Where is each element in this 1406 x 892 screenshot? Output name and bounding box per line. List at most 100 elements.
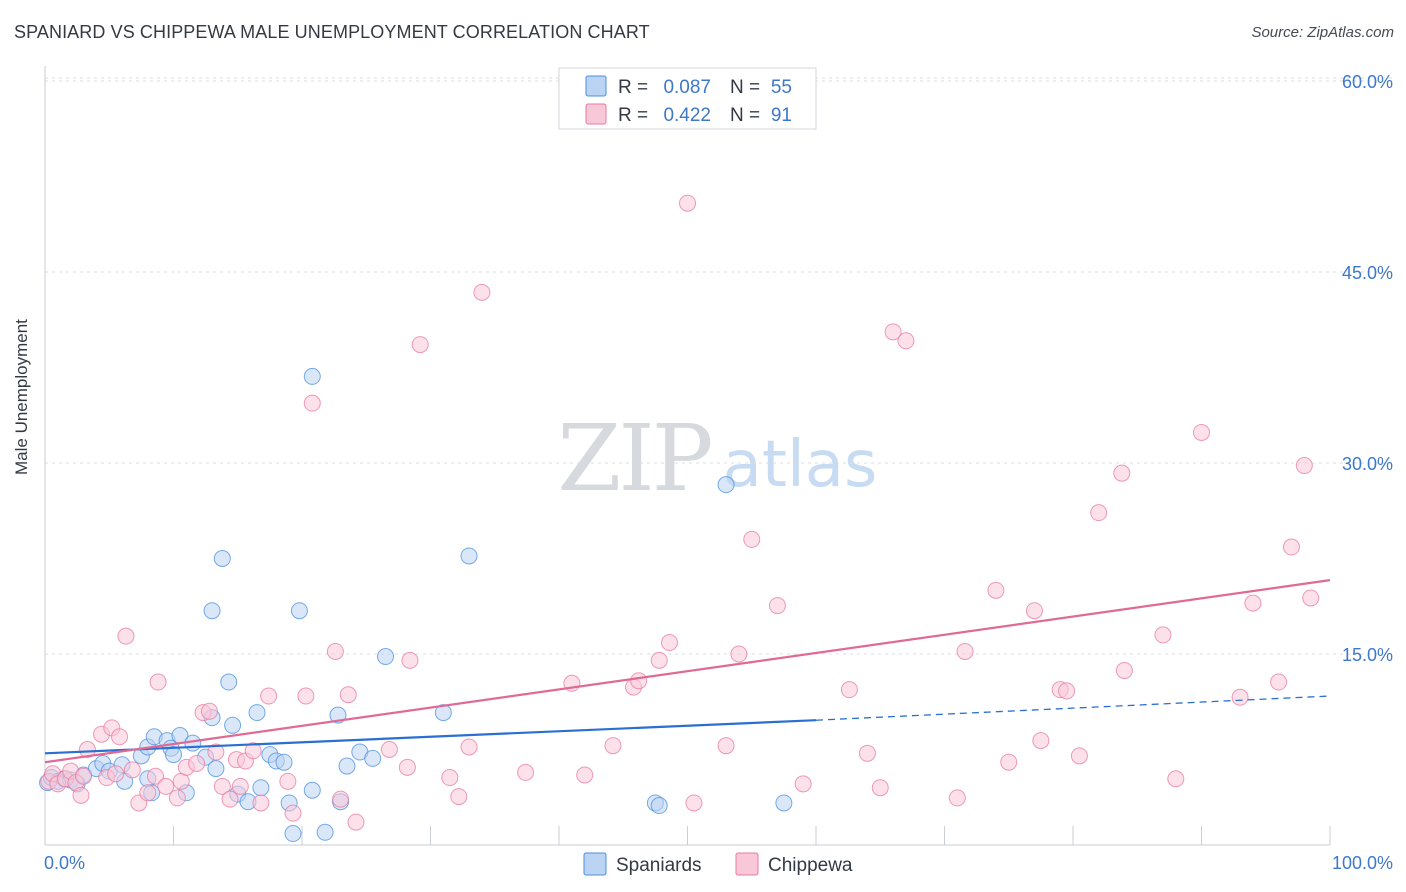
spaniards-point bbox=[224, 716, 242, 734]
chippewa-point bbox=[117, 627, 135, 645]
chippewa-point bbox=[717, 737, 735, 755]
legend-n-value: 55 bbox=[771, 77, 792, 98]
chippewa-point bbox=[1167, 770, 1185, 788]
spaniards-point bbox=[303, 367, 321, 385]
spaniards-point bbox=[220, 673, 238, 691]
watermark-atlas: atlas bbox=[723, 428, 878, 502]
chippewa-point bbox=[1115, 662, 1133, 680]
chippewa-point bbox=[956, 642, 974, 660]
x-tick-label: 100.0% bbox=[1332, 853, 1393, 873]
legend-r-label: R = bbox=[618, 77, 648, 98]
chippewa-point bbox=[743, 530, 761, 548]
legend-n-label: N = bbox=[730, 77, 760, 98]
y-tick-label: 15.0% bbox=[1342, 645, 1393, 665]
spaniards-point bbox=[203, 602, 221, 620]
chippewa-point bbox=[517, 763, 535, 781]
spaniards-point bbox=[460, 547, 478, 565]
chippewa-point bbox=[1113, 464, 1131, 482]
legend-swatch-pink bbox=[735, 852, 759, 876]
chippewa-point bbox=[260, 687, 278, 705]
chippewa-point bbox=[576, 766, 594, 784]
chippewa-point bbox=[441, 769, 459, 787]
chippewa-point bbox=[123, 761, 141, 779]
spaniards-point bbox=[284, 825, 302, 843]
legend-label-spaniards: Spaniards bbox=[616, 855, 702, 876]
chippewa-point bbox=[380, 741, 398, 758]
spaniards-point bbox=[213, 550, 231, 567]
chippewa-point bbox=[347, 813, 365, 831]
chippewa-point bbox=[1244, 594, 1262, 612]
chippewa-point bbox=[794, 775, 812, 793]
chippewa-point bbox=[460, 738, 478, 756]
y-tick-label: 60.0% bbox=[1342, 72, 1393, 92]
trend-lines bbox=[44, 579, 1331, 764]
chippewa-point bbox=[661, 634, 679, 652]
watermark: ZIP atlas bbox=[557, 405, 877, 512]
spaniards-point bbox=[717, 476, 735, 494]
chippewa-point bbox=[768, 597, 786, 615]
series-legend: Spaniards Chippewa bbox=[583, 852, 853, 876]
chippewa-point bbox=[297, 687, 315, 705]
chippewa-point bbox=[332, 790, 350, 808]
axes bbox=[44, 66, 1331, 846]
spaniards-point bbox=[434, 704, 452, 722]
legend-swatch-blue bbox=[585, 75, 607, 97]
chippewa-point bbox=[1032, 732, 1050, 750]
chippewa-trend-line bbox=[44, 579, 1331, 764]
chippewa-point bbox=[897, 332, 915, 350]
y-tick-label: 30.0% bbox=[1342, 454, 1393, 474]
chippewa-point bbox=[948, 789, 966, 807]
chippewa-point bbox=[78, 741, 96, 758]
spaniards-point bbox=[165, 746, 182, 764]
chippewa-point bbox=[1295, 457, 1313, 475]
chippewa-point bbox=[279, 772, 297, 790]
chippewa-point bbox=[858, 744, 876, 762]
chippewa-point bbox=[1231, 688, 1249, 706]
chippewa-point bbox=[473, 283, 491, 301]
chippewa-point bbox=[326, 642, 344, 660]
spaniards-point bbox=[775, 794, 793, 812]
chippewa-point bbox=[679, 194, 696, 212]
legend-r-value: 0.087 bbox=[663, 77, 711, 98]
tick-labels: 15.0% 30.0% 45.0% 60.0% 0.0% 100.0% bbox=[44, 72, 1393, 873]
chippewa-point bbox=[871, 779, 889, 797]
chippewa-point bbox=[1025, 602, 1043, 620]
y-tick-label: 45.0% bbox=[1342, 263, 1393, 283]
chippewa-point bbox=[1154, 626, 1172, 644]
spaniards-point bbox=[377, 648, 395, 666]
chippewa-point bbox=[987, 581, 1005, 599]
spaniards-point bbox=[248, 704, 266, 722]
watermark-zip: ZIP bbox=[557, 405, 710, 512]
chippewa-point bbox=[1270, 673, 1288, 691]
spaniards-point bbox=[252, 779, 270, 797]
chippewa-point bbox=[630, 672, 648, 690]
chippewa-point bbox=[411, 336, 429, 354]
chippewa-point bbox=[111, 728, 129, 746]
chippewa-point bbox=[840, 681, 858, 699]
chippewa-point bbox=[207, 743, 225, 761]
chippewa-point bbox=[157, 777, 175, 795]
spaniards-point bbox=[290, 602, 308, 620]
chippewa-point bbox=[284, 804, 302, 822]
chippewa-point bbox=[1282, 538, 1300, 556]
spaniards-trend-extension bbox=[815, 695, 1331, 721]
chippewa-point bbox=[147, 767, 165, 785]
legend-r-label: R = bbox=[618, 105, 648, 126]
legend-swatch-pink bbox=[585, 103, 607, 125]
legend-r-value: 0.422 bbox=[663, 105, 711, 126]
chippewa-point bbox=[339, 686, 357, 704]
chippewa-point bbox=[730, 645, 748, 663]
chippewa-point bbox=[149, 673, 167, 691]
chippewa-point bbox=[1000, 753, 1018, 771]
legend-n-value: 91 bbox=[771, 105, 792, 126]
legend-label-chippewa: Chippewa bbox=[768, 855, 853, 876]
spaniards-trend-line bbox=[44, 719, 817, 755]
chippewa-point bbox=[884, 323, 902, 341]
spaniards-point bbox=[364, 749, 382, 767]
x-tick-label: 0.0% bbox=[44, 853, 85, 873]
chippewa-point bbox=[398, 758, 416, 776]
data-points bbox=[39, 194, 1320, 843]
legend-swatch-blue bbox=[583, 852, 607, 876]
chippewa-point bbox=[231, 777, 249, 795]
spaniards-point bbox=[338, 757, 356, 775]
